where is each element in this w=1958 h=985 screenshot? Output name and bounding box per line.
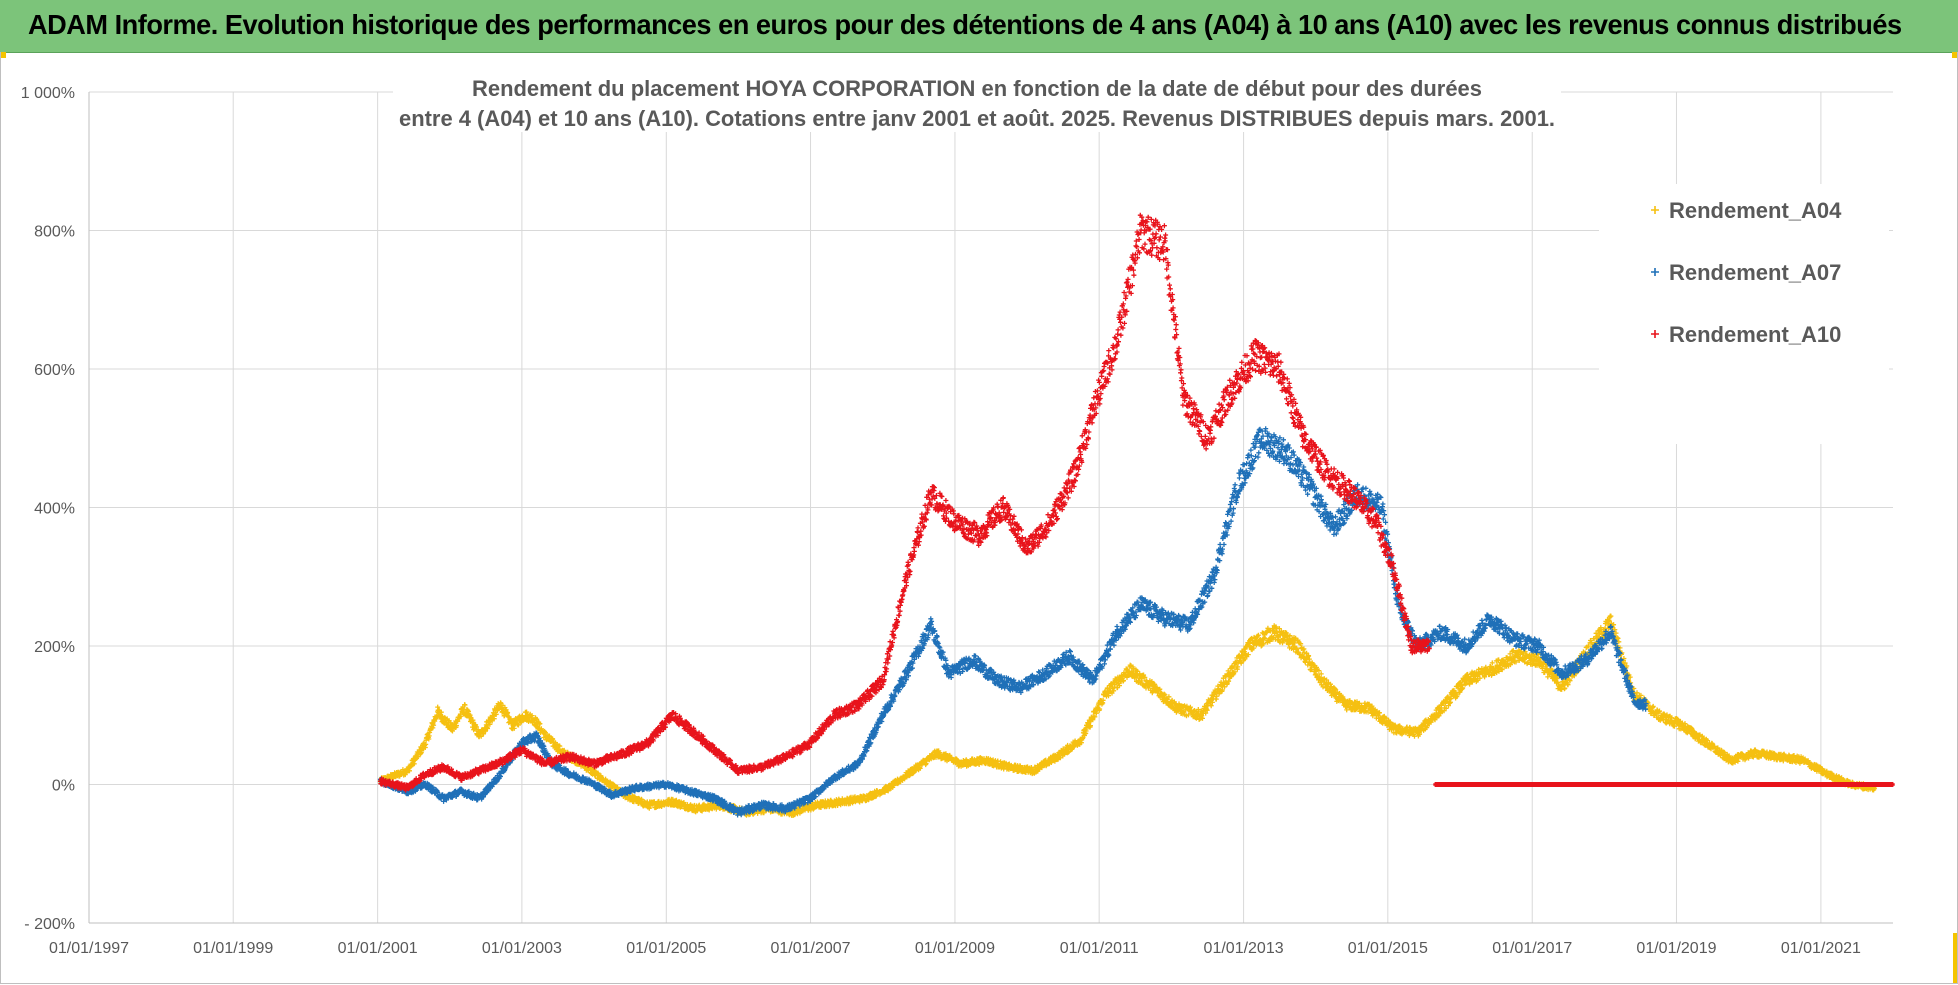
x-tick-label: 01/01/2003 [482,940,562,957]
series-markers [377,212,1432,793]
legend: Rendement_A04 Rendement_A07 Rendement_A10 [1651,198,1842,347]
x-tick-labels: 01/01/1997 01/01/1999 01/01/2001 01/01/2003… [49,940,1861,957]
x-tick-label: 01/01/2011 [1060,940,1139,957]
series-layer [377,212,1895,818]
y-tick-label: 600% [34,362,75,379]
y-tick-labels: - 200% 0% 200% 400% 600% 800% 1 000% [21,85,75,933]
x-tick-label: 01/01/2001 [338,940,418,957]
chart-frame: - 200% 0% 200% 400% 600% 800% 1 000% 01/01/199… [0,52,1958,984]
x-tick-label: 01/01/2005 [626,940,706,957]
x-tick-label: 01/01/2021 [1781,940,1861,957]
series-rendement-a10-zero [1433,782,1895,787]
corner-accent-top-left [1,52,6,58]
x-tick-label: 01/01/2013 [1204,940,1284,957]
x-tick-label: 01/01/2017 [1492,940,1572,957]
x-tick-label: 01/01/1997 [49,940,129,957]
chart-title-line2: entre 4 (A04) et 10 ans (A10). Cotations… [399,106,1555,131]
banner: ADAM Informe. Evolution historique des p… [0,0,1958,53]
legend-marker [1651,206,1659,214]
title-backdrop [393,66,1561,132]
x-tick-label: 01/01/2015 [1348,940,1428,957]
y-tick-label: 800% [34,224,75,241]
legend-label: Rendement_A04 [1669,198,1842,223]
x-tick-label: 01/01/2019 [1636,940,1716,957]
corner-accent-bottom-right [1953,933,1957,983]
y-tick-label: 1 000% [21,85,75,102]
y-tick-label: - 200% [24,916,75,933]
y-tick-label: 200% [34,639,75,656]
chart-title-line1: Rendement du placement HOYA CORPORATION … [472,76,1482,101]
legend-marker [1651,330,1659,338]
legend-box [1599,184,1889,444]
x-tick-label: 01/01/2007 [770,940,850,957]
legend-marker [1651,268,1659,276]
x-tick-label: 01/01/2009 [915,940,995,957]
series-markers [1433,782,1895,787]
legend-label: Rendement_A07 [1669,260,1841,285]
corner-accent-top-right [1952,52,1957,58]
y-tick-label: 0% [52,778,75,795]
y-tick-label: 400% [34,501,75,518]
chart-canvas: - 200% 0% 200% 400% 600% 800% 1 000% 01/01/199… [21,66,1895,957]
grid-lines [88,91,1893,924]
x-tick-label: 01/01/1999 [193,940,273,957]
series-rendement-a10 [377,212,1432,793]
legend-label: Rendement_A10 [1669,322,1841,347]
banner-title: ADAM Informe. Evolution historique des p… [28,9,1902,40]
